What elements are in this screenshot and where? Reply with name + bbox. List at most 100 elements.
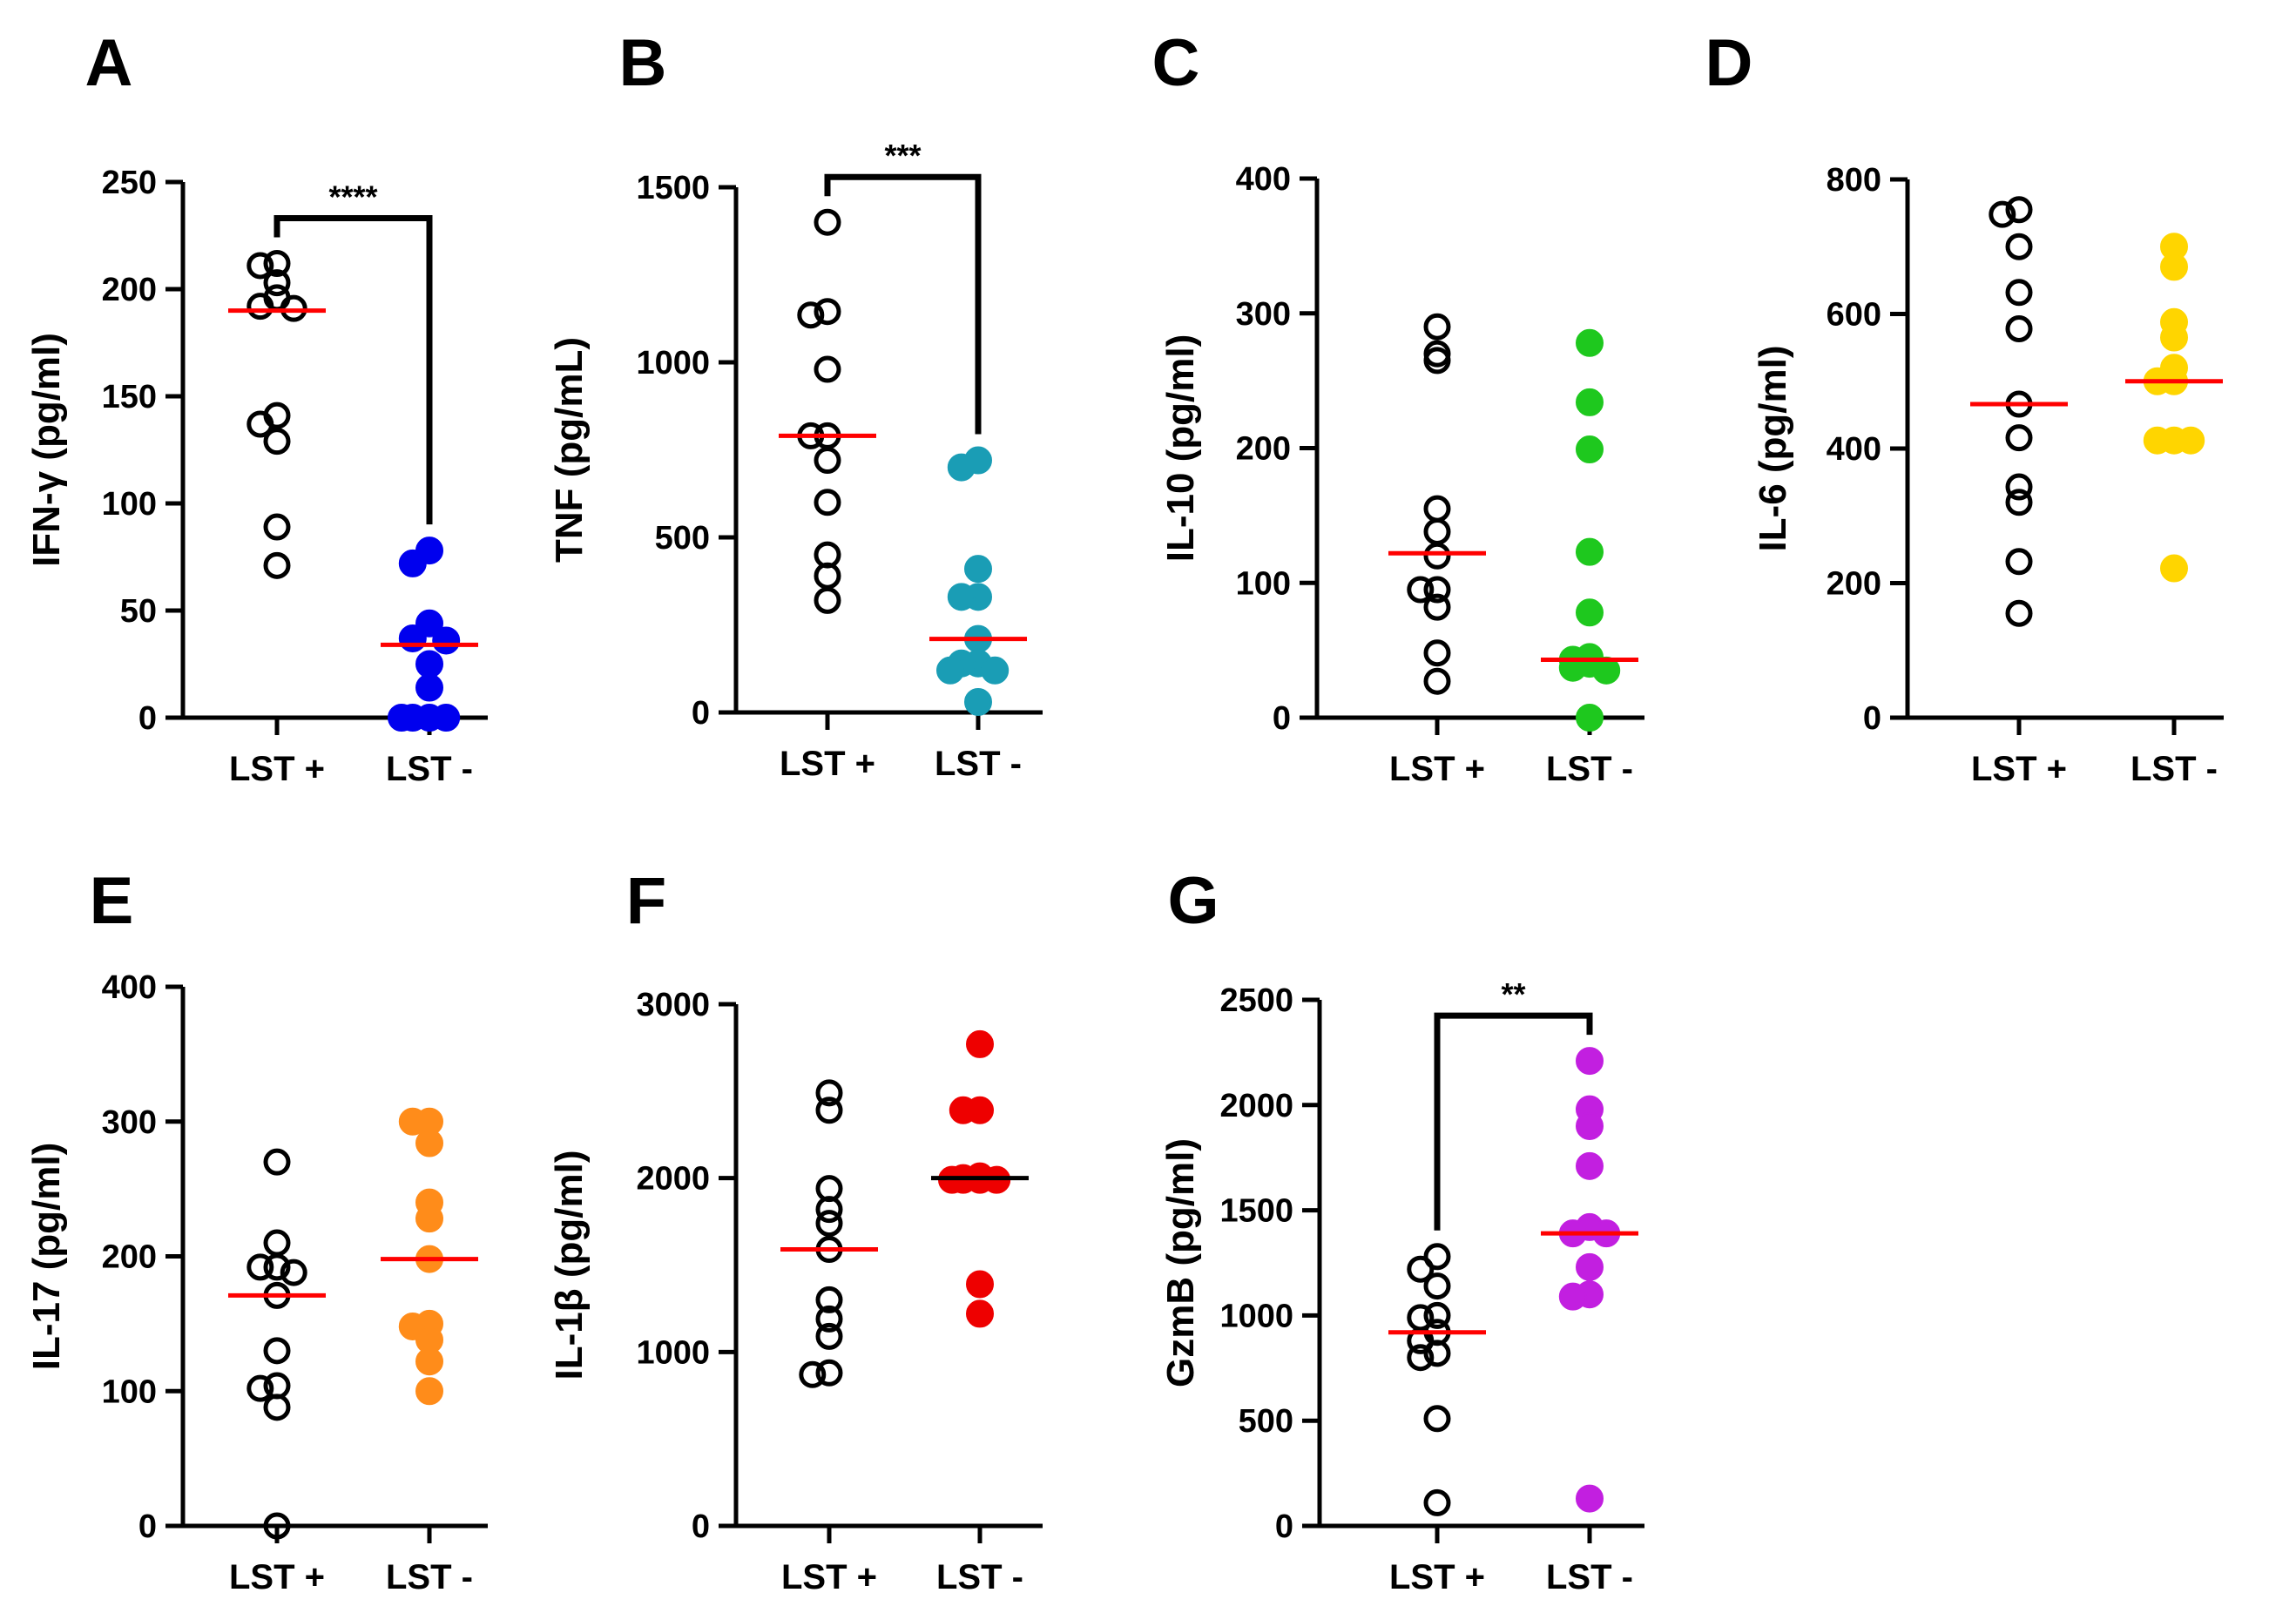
panel-e-y-axis-title: IL-17 (pg/ml) [25,1143,68,1371]
panel-b-data-point [936,656,964,685]
panel-f-data-point [815,1210,843,1238]
panel-f-data-point [815,1305,843,1333]
panel-c-y-tick-label: 400 [1236,161,1291,198]
panel-b-significance-bracket [824,173,982,435]
panel-a-data-point [263,513,291,541]
panel-c-y-tick-label: 0 [1273,700,1291,737]
panel-f-y-tick-label: 3000 [636,987,710,1023]
panel-a-y-tick-label: 0 [138,700,157,737]
panel-f-data-point [966,1299,994,1328]
panel-c-data-point [1576,704,1604,732]
panel-e-y-tick-label: 100 [102,1373,157,1410]
panel-d-data-point [2005,233,2033,260]
panel-d-data-point [2005,473,2033,501]
panel-a-data-point [398,549,427,577]
panel-a-data-point [432,704,461,732]
panel-a-data-point [388,704,415,732]
panel-g-data-point [1423,1243,1451,1271]
panel-c-group-label: LST + [1389,750,1485,788]
panel-g-data-point [1423,1405,1451,1433]
panel-a-y-tick-label: 50 [120,593,157,630]
panel-g-y-tick-label: 0 [1275,1508,1293,1545]
panel-f-data-point [966,1270,994,1299]
panel-a-data-point [263,551,291,579]
panel-a-y-tick-label: 250 [102,165,157,201]
panel-d-y-tick-label: 600 [1827,297,1881,334]
panel-a-significance-label: **** [328,179,377,214]
panel-g-data-point [1576,1047,1604,1076]
panel-e-data-point [246,1253,274,1281]
panel-g-significance-label: ** [1501,976,1525,1012]
panel-f-data-point [815,1196,843,1224]
panel-c-data-point [1576,537,1604,566]
panel-c-letter: C [1152,26,1200,100]
panel-e-data-point [415,1129,443,1157]
panel-g-data-point [1576,1111,1604,1140]
panel-f-y-tick-label: 1000 [636,1334,710,1371]
panel-c-data-point [1407,576,1435,604]
panel-f: F IL-1β (pg/ml) 0 1000 2000 3000 LST + LST - [548,864,1043,1596]
panel-f-data-point [815,1079,843,1107]
panel-g-data-point [1576,1484,1604,1513]
panel-f-y-tick-label: 0 [692,1508,710,1545]
panel-c-y-tick-label: 300 [1236,296,1291,333]
panel-d-y-axis-title: IL-6 (pg/ml) [1752,345,1794,551]
panel-f-data-point [815,1322,843,1350]
panel-b-significance-label: *** [884,138,921,173]
panel-b-data-point [947,583,976,611]
panel-d-y-tick-label: 800 [1827,162,1881,199]
panel-b-data-point [947,453,976,482]
panel-a-data-point [415,650,443,678]
panel-g-y-tick-label: 500 [1239,1403,1293,1440]
panel-e-data-point [263,1229,291,1257]
panel-e-group-label: LST + [229,1558,325,1596]
panel-a-data-point [263,269,291,297]
panel-d-data-point [2160,253,2188,281]
panel-c-data-point [1576,328,1604,357]
panel-e: E IL-17 (pg/ml) 0 100 200 300 400 LST + LST - [25,864,488,1596]
panel-a-y-axis-title: IFN-γ (pg/ml) [25,333,68,567]
panel-c-group-label: LST - [1546,750,1633,788]
panel-a-data-point [398,624,427,652]
panel-g-y-axis-title: GzmB (pg/ml) [1159,1138,1202,1387]
panel-c-y-tick-label: 200 [1236,431,1291,468]
panel-g-group-label: LST - [1546,1558,1633,1596]
panel-b-y-tick-label: 500 [655,520,710,557]
panel-a-y-tick-label: 200 [102,272,157,308]
panel-g: G GzmB (pg/ml) 0 500 1000 1500 2000 2500 LST + LS… [1159,864,1644,1596]
panel-c-data-point [1423,639,1451,667]
panel-g-data-point [1423,1301,1451,1329]
panel-c-data-point [1423,313,1451,341]
panel-f-data-point [815,1097,843,1124]
panel-g-significance-bracket [1434,1012,1593,1231]
panel-d-data-point [1989,200,2016,228]
panel-g-y-tick-label: 2000 [1219,1088,1293,1124]
panel-a-data-point [246,293,274,321]
panel-g-data-point [1407,1344,1435,1372]
panel-d-y-tick-label: 400 [1827,431,1881,468]
panel-a-letter: A [85,26,133,100]
panel-d-data-point [2177,426,2205,455]
panel-f-y-axis-title: IL-1β (pg/ml) [548,1151,591,1380]
panel-b-group-label: LST + [780,745,875,783]
panel-f-data-point [949,1096,977,1124]
panel-g-y-tick-label: 1500 [1219,1193,1293,1230]
panel-e-group-label: LST - [386,1558,473,1596]
panel-b-letter: B [619,26,667,100]
panel-a: A IFN-γ (pg/ml) 0 50 100 150 200 250 LST + LST - *… [25,26,488,788]
panel-c-data-point [1576,388,1604,416]
panel-a-group-label: LST - [386,750,473,788]
panel-g-data-point [1558,1282,1587,1311]
panel-d-letter: D [1705,26,1753,100]
panel-b-data-point [964,687,992,716]
panel-e-data-point [263,1512,291,1540]
panel-d-y-tick-label: 200 [1827,566,1881,603]
panel-e-y-tick-label: 0 [138,1508,157,1545]
panel-g-group-label: LST + [1389,1558,1485,1596]
panel-g-data-point [1423,1340,1451,1367]
panel-d-data-point [2005,489,2033,516]
panel-g-data-point [1407,1255,1435,1283]
panel-b-data-point [814,208,841,236]
panel-b-group-label: LST - [935,745,1022,783]
panel-b-data-point [814,298,841,326]
